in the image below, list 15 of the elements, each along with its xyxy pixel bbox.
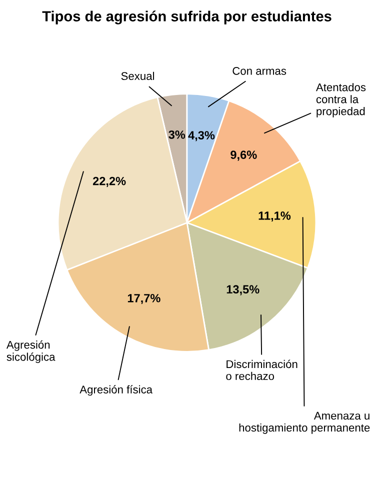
slice-label: Agresión sicológica <box>6 340 56 364</box>
slice-label: Amenaza u hostigamiento permanente <box>239 412 370 434</box>
data-label: 4,3% <box>188 131 215 142</box>
data-label: 3% <box>168 130 186 139</box>
data-label: 22,2% <box>92 176 126 187</box>
slice-label: Sexual <box>121 72 154 80</box>
data-label: 13,5% <box>226 285 260 296</box>
slice-label: Con armas <box>232 66 286 75</box>
data-label: 17,7% <box>128 294 160 304</box>
slice-label: Agresión física <box>80 385 153 396</box>
chart-title: Tipos de agresión sufrida por estudiantes <box>42 10 332 24</box>
data-label: 11,1% <box>258 212 291 222</box>
data-label: 9,6% <box>230 150 257 161</box>
slice-label: Discriminación o rechazo <box>226 360 298 380</box>
slice-label: Atentados contra la propiedad <box>316 83 366 118</box>
